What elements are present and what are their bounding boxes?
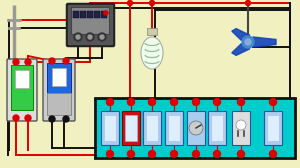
Circle shape bbox=[269, 98, 277, 106]
Circle shape bbox=[149, 1, 154, 6]
Bar bbox=[95, 98, 295, 158]
Bar bbox=[80, 11, 86, 18]
Circle shape bbox=[76, 35, 80, 39]
Bar bbox=[15, 70, 29, 88]
Circle shape bbox=[106, 151, 113, 158]
Bar bbox=[264, 111, 282, 145]
Bar bbox=[187, 111, 205, 145]
Circle shape bbox=[242, 36, 254, 48]
Bar bbox=[147, 28, 157, 35]
Circle shape bbox=[13, 59, 19, 65]
Circle shape bbox=[74, 33, 82, 41]
Bar bbox=[146, 115, 158, 141]
Circle shape bbox=[238, 151, 244, 158]
Circle shape bbox=[100, 35, 104, 39]
Bar bbox=[104, 115, 116, 141]
Circle shape bbox=[88, 35, 92, 39]
Polygon shape bbox=[232, 29, 250, 40]
FancyBboxPatch shape bbox=[67, 4, 114, 46]
FancyBboxPatch shape bbox=[43, 59, 75, 121]
Circle shape bbox=[236, 120, 246, 130]
Bar bbox=[11, 65, 33, 110]
Circle shape bbox=[214, 98, 220, 106]
Circle shape bbox=[104, 11, 108, 15]
Ellipse shape bbox=[141, 37, 163, 69]
Polygon shape bbox=[232, 44, 250, 55]
Circle shape bbox=[49, 116, 55, 122]
Polygon shape bbox=[253, 37, 276, 47]
Circle shape bbox=[245, 1, 250, 6]
Circle shape bbox=[63, 58, 69, 64]
Bar bbox=[47, 93, 71, 115]
FancyBboxPatch shape bbox=[7, 59, 37, 121]
Bar bbox=[101, 11, 107, 18]
Bar bbox=[165, 111, 183, 145]
Bar bbox=[101, 111, 119, 145]
Circle shape bbox=[193, 98, 200, 106]
Bar bbox=[122, 111, 140, 145]
Circle shape bbox=[128, 98, 134, 106]
Circle shape bbox=[170, 151, 178, 158]
Circle shape bbox=[189, 121, 203, 135]
Bar bbox=[94, 11, 100, 18]
Circle shape bbox=[63, 116, 69, 122]
Bar bbox=[232, 111, 250, 145]
Circle shape bbox=[25, 115, 31, 121]
Circle shape bbox=[148, 98, 155, 106]
Bar bbox=[47, 63, 71, 93]
Bar bbox=[208, 111, 226, 145]
Circle shape bbox=[170, 98, 178, 106]
Circle shape bbox=[86, 33, 94, 41]
Bar bbox=[143, 111, 161, 145]
Circle shape bbox=[214, 151, 220, 158]
Bar bbox=[125, 115, 137, 141]
Circle shape bbox=[128, 151, 134, 158]
Bar bbox=[87, 11, 93, 18]
Circle shape bbox=[193, 151, 200, 158]
Circle shape bbox=[245, 39, 251, 45]
Circle shape bbox=[269, 151, 277, 158]
Circle shape bbox=[25, 59, 31, 65]
Circle shape bbox=[13, 115, 19, 121]
Circle shape bbox=[148, 151, 155, 158]
Bar bbox=[211, 115, 223, 141]
Circle shape bbox=[106, 98, 113, 106]
Bar bbox=[73, 11, 79, 18]
Circle shape bbox=[98, 33, 106, 41]
Circle shape bbox=[49, 58, 55, 64]
Circle shape bbox=[238, 98, 244, 106]
FancyBboxPatch shape bbox=[71, 8, 110, 34]
Circle shape bbox=[128, 1, 133, 6]
Bar bbox=[52, 68, 66, 86]
Bar bbox=[267, 115, 279, 141]
Bar bbox=[168, 115, 180, 141]
